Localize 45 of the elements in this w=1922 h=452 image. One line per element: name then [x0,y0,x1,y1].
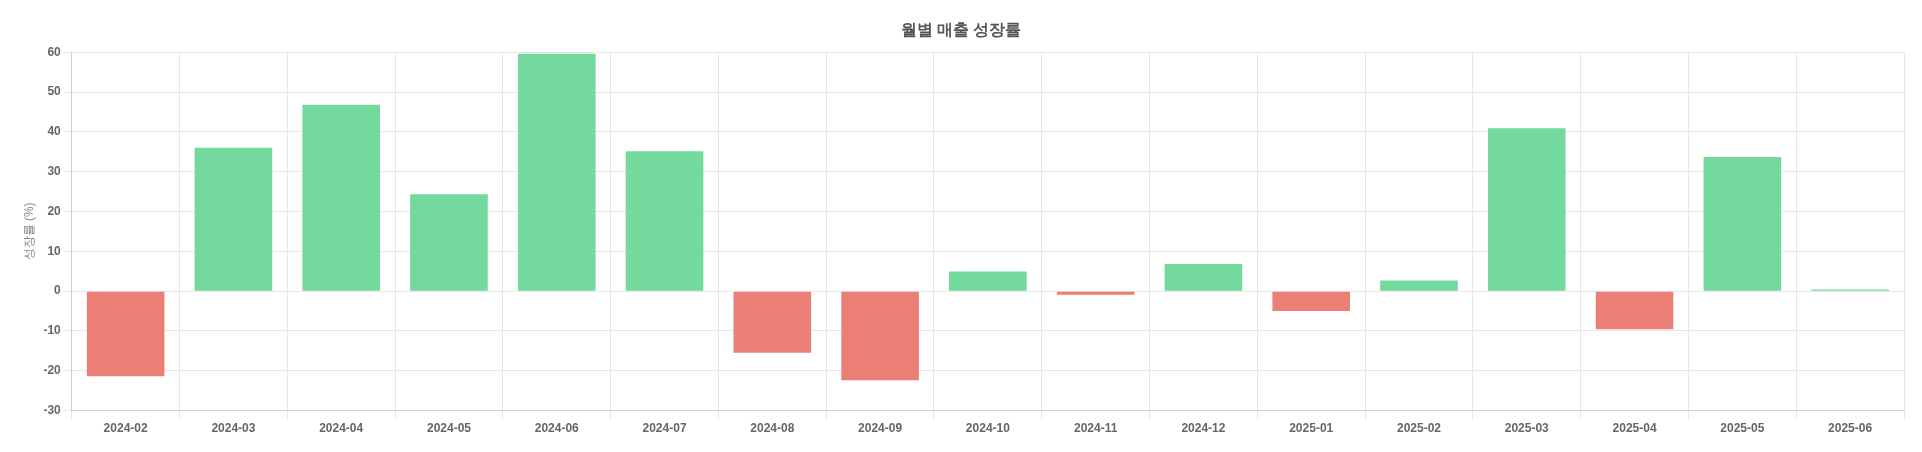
x-tick-label: 2024-12 [1181,421,1226,436]
bar [194,147,273,291]
bar [1380,280,1458,291]
bar [1703,156,1782,291]
y-tick-label: 0 [54,283,62,298]
x-tick-label: 2024-05 [426,421,472,436]
x-tick-label: 2025-03 [1504,421,1550,436]
bar [733,291,812,353]
bar [1164,264,1243,291]
y-tick-label: -20 [43,363,62,378]
chart-title: 월별 매출 성장률 [900,21,1022,39]
x-tick-label: 2024-10 [965,421,1011,436]
x-tick-label: 2025-02 [1396,421,1442,436]
x-tick-label: 2024-03 [211,421,256,436]
y-tick-label: -10 [43,323,62,338]
y-axis-title: 성장률 (%) [21,202,36,261]
bar [841,291,919,381]
x-tick-label: 2024-09 [858,421,903,436]
bar [302,104,380,291]
y-tick-label: 60 [47,44,62,59]
x-tick-label: 2024-08 [750,421,795,436]
y-tick-label: 50 [47,84,62,99]
y-tick-label: 10 [47,243,62,258]
bar [517,53,596,291]
x-tick-label: 2024-06 [534,421,580,436]
bar [949,271,1027,291]
bar [1487,128,1566,291]
x-tick-label: 2025-04 [1612,421,1657,436]
bar [410,194,488,291]
y-tick-label: -30 [43,402,62,417]
x-tick-label: 2024-04 [319,421,364,436]
bar [1595,291,1674,330]
x-tick-label: 2025-01 [1289,421,1334,436]
y-tick-label: 40 [47,124,62,139]
bar [1272,291,1351,312]
x-tick-label: 2024-07 [642,421,687,436]
x-tick-label: 2024-11 [1073,421,1118,436]
bar [86,291,165,377]
x-tick-label: 2025-05 [1720,421,1765,436]
y-tick-label: 30 [47,163,62,178]
x-tick-label: 2024-02 [103,421,148,436]
bar [625,151,704,291]
x-tick-label: 2025-06 [1828,421,1873,436]
bar [1056,291,1135,295]
y-tick-label: 20 [47,203,62,218]
